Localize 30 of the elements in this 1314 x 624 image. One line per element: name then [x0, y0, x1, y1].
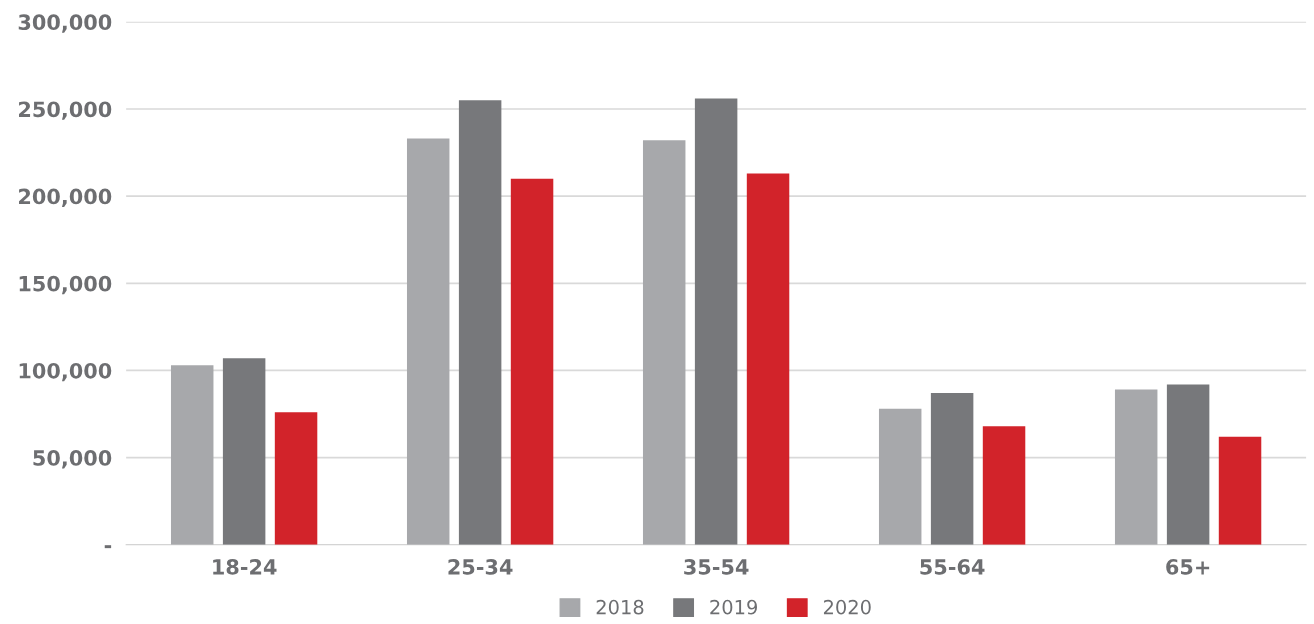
bar — [642, 140, 686, 545]
bar — [458, 100, 502, 545]
bar — [1218, 436, 1262, 545]
bar — [274, 412, 318, 545]
y-tick-label: 250,000 — [19, 101, 112, 120]
bar — [1166, 384, 1210, 545]
bar — [510, 178, 554, 545]
bar — [930, 393, 974, 545]
bar — [694, 98, 738, 545]
x-tick-label: 18-24 — [213, 559, 277, 575]
bar — [878, 408, 922, 545]
legend-label: 2020 — [823, 599, 871, 615]
y-tick-label: 300,000 — [18, 14, 112, 33]
y-tick-label: 150,000 — [19, 275, 112, 295]
x-tick-label: 55-64 — [920, 559, 985, 575]
bar — [170, 365, 214, 545]
legend-label: 2018 — [596, 599, 644, 615]
y-tick-label: 200,000 — [19, 188, 112, 208]
y-tick-label: - — [104, 545, 112, 549]
bar — [1114, 389, 1158, 545]
x-tick-label: 25-34 — [448, 559, 513, 575]
y-tick-label: 50,000 — [33, 450, 112, 469]
legend-label: 2019 — [710, 599, 757, 615]
bar — [746, 173, 790, 545]
bar — [222, 358, 266, 545]
x-tick-label: 65+ — [1166, 559, 1210, 575]
x-tick-label: 35-54 — [684, 559, 749, 575]
bar — [406, 138, 450, 545]
y-tick-label: 100,000 — [19, 362, 112, 382]
bar — [982, 426, 1026, 545]
